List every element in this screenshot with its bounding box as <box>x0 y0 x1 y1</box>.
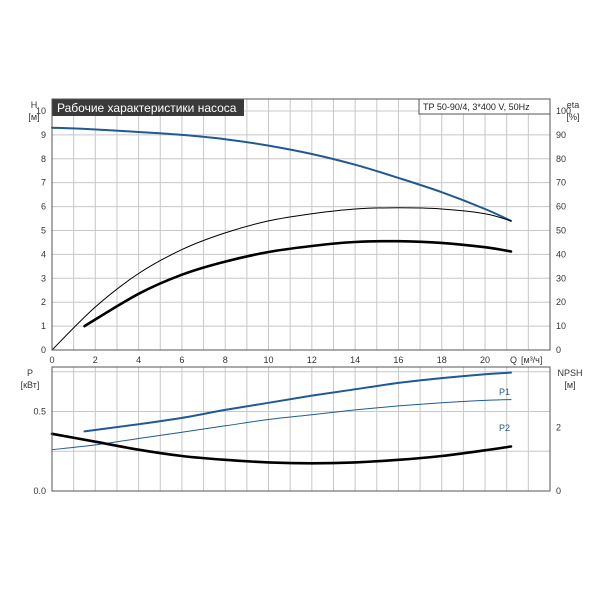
y-right-tick-label: 80 <box>556 154 566 164</box>
x-tick-label: 2 <box>93 355 98 365</box>
lower-plot-frame <box>51 366 551 492</box>
y-right-unit-npsh: [м] <box>564 380 575 390</box>
y-right-tick-label: 30 <box>556 273 566 283</box>
y-left-tick-label: 10 <box>36 106 46 116</box>
series-line-p1 <box>83 371 512 433</box>
lower-grid <box>52 367 550 491</box>
series-line-eta-thin <box>51 207 512 351</box>
y-left-tick-label: 5 <box>41 225 46 235</box>
series-line-eta-bold <box>83 239 513 328</box>
y-right-tick-label: 90 <box>556 130 566 140</box>
y-right-label-eta: eta <box>567 100 580 110</box>
title-background <box>52 99 244 116</box>
x-tick-label: 8 <box>223 355 228 365</box>
series-line-head <box>51 126 512 222</box>
x-axis-unit-q: [м³/ч] <box>521 355 542 365</box>
y-right-tick-label: 2 <box>556 422 561 432</box>
x-tick-label: 18 <box>437 355 447 365</box>
y-left-tick-label: 4 <box>41 249 46 259</box>
y-left-tick-label: 0 <box>41 345 46 355</box>
y-right-tick-label: 70 <box>556 178 566 188</box>
chart-title: Рабочие характеристики насоса <box>57 101 237 115</box>
y-left-label-p: P <box>27 368 33 378</box>
upper-curves <box>51 126 513 351</box>
y-left-tick-label: 9 <box>41 130 46 140</box>
y-right-tick-label: 20 <box>556 297 566 307</box>
x-tick-label: 0 <box>49 355 54 365</box>
upper-grid <box>52 99 550 350</box>
x-tick-label: 6 <box>179 355 184 365</box>
x-tick-label: 12 <box>307 355 317 365</box>
x-axis-label-q: Q <box>510 355 517 365</box>
y-right-tick-label: 0 <box>556 486 561 496</box>
y-left-tick-label: 8 <box>41 154 46 164</box>
y-left-tick-label: 3 <box>41 273 46 283</box>
y-left-tick-label: 2 <box>41 297 46 307</box>
y-left-tick-label: 6 <box>41 202 46 212</box>
y-right-tick-label: 0 <box>556 345 561 355</box>
y-left-unit-p: [кВт] <box>21 380 40 390</box>
y-left-unit-h: [м] <box>28 112 39 122</box>
series-label-p2: P2 <box>499 423 510 433</box>
x-tick-label: 4 <box>136 355 141 365</box>
x-tick-label: 20 <box>480 355 490 365</box>
y-right-label-npsh: NPSH <box>557 368 582 378</box>
y-right-tick-label: 100 <box>556 106 571 116</box>
y-left-tick-label: 7 <box>41 178 46 188</box>
y-left-tick-label: 1 <box>41 321 46 331</box>
y-left-label-h: H <box>31 100 38 110</box>
x-tick-label: 10 <box>264 355 274 365</box>
y-right-unit-eta: [%] <box>566 112 579 122</box>
series-line-npsh <box>50 432 513 465</box>
x-tick-label: 16 <box>393 355 403 365</box>
y-right-tick-label: 40 <box>556 249 566 259</box>
lower-curves <box>50 371 513 465</box>
series-label-p1: P1 <box>499 387 510 397</box>
upper-plot-frame <box>51 98 551 351</box>
y-right-tick-label: 60 <box>556 202 566 212</box>
y-left-tick-label: 0.0 <box>33 486 46 496</box>
upper-tick-labels: 0 2 4 6 8 10 12 14 16 18 2001234567891001020304050… <box>36 106 571 365</box>
y-left-tick-label: 0.5 <box>33 407 46 417</box>
model-label: TP 50-90/4, 3*400 V, 50Hz <box>423 102 530 112</box>
y-right-tick-label: 50 <box>556 225 566 235</box>
lower-tick-labels: 0.0 0.5 0 2 <box>33 407 561 496</box>
x-tick-label: 14 <box>350 355 360 365</box>
series-line-p2 <box>51 399 512 451</box>
y-right-tick-label: 10 <box>556 321 566 331</box>
